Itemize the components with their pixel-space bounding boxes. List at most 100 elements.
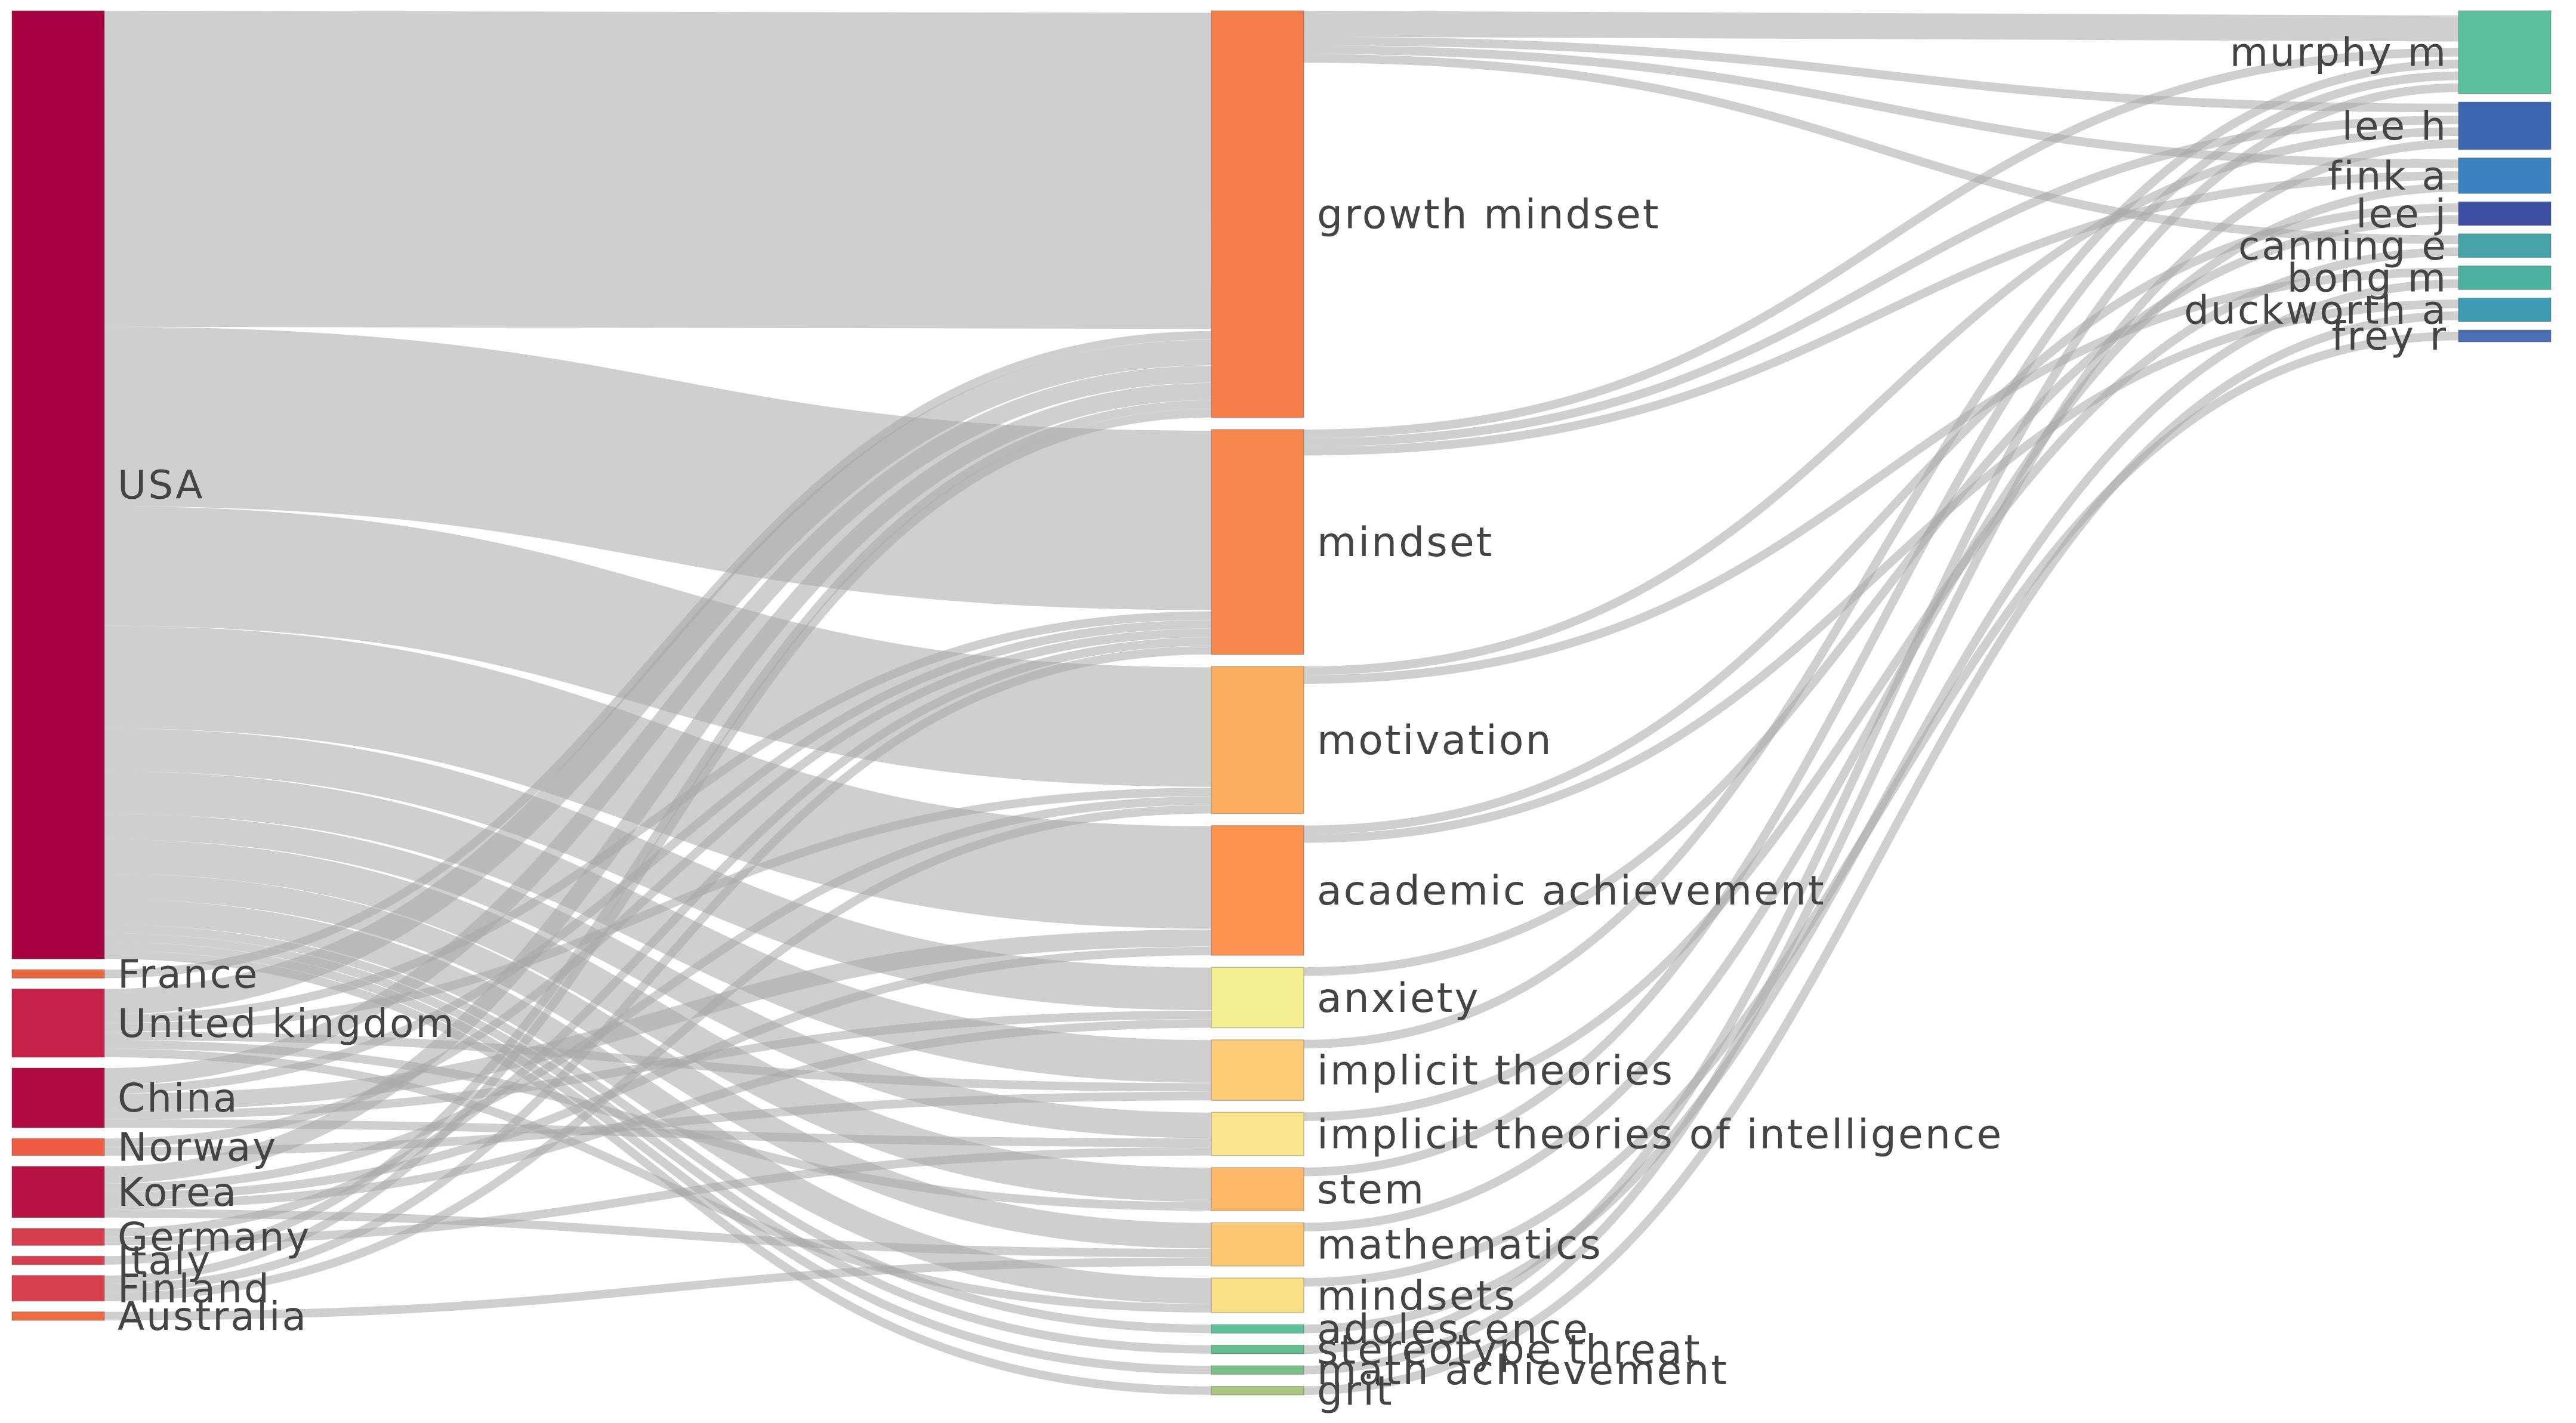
node-mindset — [1211, 429, 1304, 655]
label-duckworth-a: duckworth a — [2184, 287, 2448, 333]
link-korea-to-mathematics — [104, 1209, 1212, 1258]
label-usa: USA — [118, 462, 205, 508]
link-implicit_theories_intel-to-canning_e — [1303, 247, 2459, 1121]
sankey-links — [104, 11, 2459, 1395]
label-canning-e: canning e — [2238, 223, 2448, 269]
link-china-to-academic_achievement — [104, 929, 1212, 1111]
node-frey-r — [2458, 329, 2552, 342]
node-stem — [1211, 1167, 1304, 1212]
label-murphy-m: murphy m — [2230, 30, 2448, 76]
link-stem-to-murphy_m — [1303, 72, 2459, 1177]
label-stem: stem — [1317, 1166, 1426, 1214]
link-germany-to-implicit_theories_intel — [104, 1147, 1212, 1246]
link-mindset-to-fink_a — [1303, 171, 2459, 456]
label-mindsets: mindsets — [1317, 1273, 1517, 1320]
label-implicit-theories: implicit theories — [1317, 1047, 1674, 1094]
label-mathematics: mathematics — [1317, 1222, 1603, 1269]
link-grit-to-duckworth_a — [1303, 311, 2459, 1395]
label-implicit-theories-intel: implicit theories of intelligence — [1317, 1111, 2003, 1158]
link-stereotype_threat-to-murphy_m — [1303, 83, 2459, 1354]
link-growth_mindset-to-canning_e — [1303, 54, 2459, 245]
node-korea — [11, 1166, 105, 1218]
link-finland-to-motivation — [104, 805, 1212, 1301]
node-china — [11, 1067, 105, 1128]
node-academic-achievement — [1211, 825, 1304, 956]
node-finland — [11, 1274, 105, 1302]
link-china-to-growth_mindset — [104, 365, 1212, 1085]
node-france — [11, 969, 105, 979]
node-duckworth-a — [2458, 297, 2552, 322]
label-frey-r: frey r — [2331, 313, 2448, 359]
link-growth_mindset-to-lee_h — [1303, 36, 2459, 113]
label-norway: Norway — [118, 1125, 277, 1171]
label-mindset: mindset — [1317, 519, 1494, 566]
link-norway-to-mindset — [104, 628, 1212, 1147]
node-stereotype-threat — [1211, 1344, 1304, 1354]
link-math_achievement-to-lee_h — [1303, 139, 2459, 1375]
node-bong-m — [2458, 265, 2552, 291]
node-growth-mindset — [1211, 10, 1304, 418]
label-academic-achievement: academic achievement — [1317, 868, 1826, 915]
label-italy: Italy — [118, 1238, 212, 1284]
node-implicit-theories-intel — [1211, 1112, 1304, 1156]
link-usa-to-implicit_theories — [104, 771, 1212, 1083]
link-usa-to-implicit_theories_intel — [104, 813, 1212, 1138]
link-france-to-growth_mindset — [104, 331, 1212, 978]
node-fink-a — [2458, 157, 2552, 194]
label-france: France — [118, 951, 259, 997]
link-korea-to-growth_mindset — [104, 383, 1212, 1184]
label-bong-m: bong m — [2287, 255, 2448, 301]
node-canning-e — [2458, 233, 2552, 258]
node-australia — [11, 1311, 105, 1321]
link-usa-to-grit — [104, 950, 1212, 1395]
link-uk-to-mindset — [104, 611, 1212, 1023]
link-academic_achievement-to-duckworth_a — [1303, 300, 2459, 843]
link-implicit_theories-to-murphy_m — [1303, 60, 2459, 1049]
link-usa-to-motivation — [104, 506, 1212, 787]
link-usa-to-mindset — [104, 326, 1212, 610]
link-uk-to-growth_mindset — [104, 339, 1212, 1015]
link-mathematics-to-fink_a — [1303, 183, 2459, 1231]
label-anxiety: anxiety — [1317, 975, 1480, 1022]
node-uk — [11, 988, 105, 1058]
label-adolescence: adolescence — [1317, 1306, 1590, 1353]
label-korea: Korea — [118, 1169, 238, 1215]
node-anxiety — [1211, 967, 1304, 1029]
label-lee-h: lee h — [2342, 103, 2448, 149]
link-finland-to-mindset — [104, 646, 1212, 1293]
label-motivation: motivation — [1317, 717, 1553, 764]
link-growth_mindset-to-fink_a — [1303, 45, 2459, 168]
link-china-to-mindset — [104, 620, 1212, 1094]
link-italy-to-growth_mindset — [104, 400, 1212, 1265]
label-germany: Germany — [118, 1214, 311, 1260]
label-math-achievement: math achievement — [1317, 1347, 1729, 1394]
label-china: China — [118, 1075, 239, 1121]
link-adolescence-to-bong_m — [1303, 279, 2459, 1334]
link-uk-to-motivation — [104, 788, 1212, 1032]
link-mindset-to-murphy_m — [1303, 48, 2459, 439]
node-norway — [11, 1138, 105, 1156]
label-grit: grit — [1317, 1368, 1394, 1415]
node-math-achievement — [1211, 1365, 1304, 1375]
link-korea-to-motivation — [104, 796, 1212, 1192]
node-motivation — [1211, 666, 1304, 814]
link-usa-to-growth_mindset — [104, 11, 1212, 329]
label-growth-mindset: growth mindset — [1317, 192, 1661, 239]
link-finland-to-growth_mindset — [104, 409, 1212, 1285]
label-finland: Finland — [118, 1265, 271, 1311]
node-lee-j — [2458, 201, 2552, 226]
node-implicit-theories — [1211, 1039, 1304, 1101]
link-norway-to-implicit_theories — [104, 1091, 1212, 1156]
link-uk-to-mindsets — [104, 1048, 1212, 1313]
link-motivation-to-bong_m — [1303, 267, 2459, 684]
label-stereotype-threat: stereotype threat — [1317, 1327, 1702, 1374]
label-lee-j: lee j — [2356, 191, 2448, 237]
node-lee-h — [2458, 101, 2552, 150]
sankey-nodes — [11, 10, 2552, 1396]
node-adolescence — [1211, 1324, 1304, 1334]
label-uk: United kingdom — [118, 1001, 456, 1047]
link-australia-to-mathematics — [104, 1257, 1212, 1320]
node-germany — [11, 1228, 105, 1246]
